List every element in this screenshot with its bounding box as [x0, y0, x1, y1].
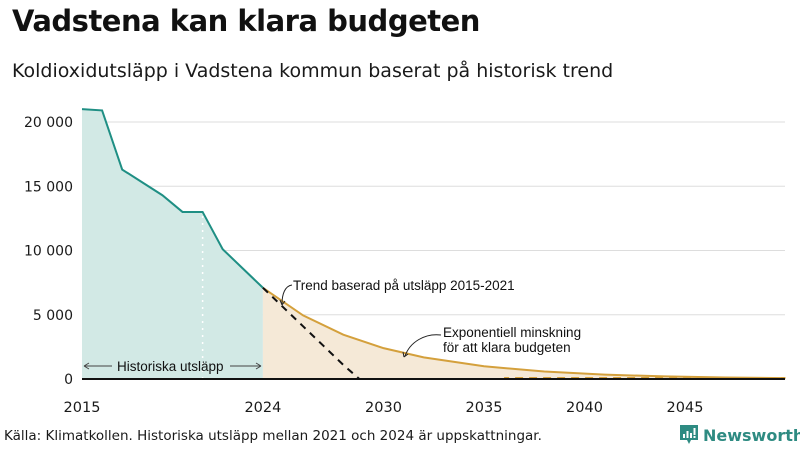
x-tick-label: 2030 [365, 400, 402, 416]
budget-line [262, 286, 786, 380]
exp-label-line2: för att klara budgeten [443, 340, 571, 355]
source-note: Källa: Klimatkollen. Historiska utsläpp … [4, 428, 542, 444]
x-tick-label: 2040 [566, 400, 603, 416]
x-tick-label: 2045 [667, 400, 704, 416]
trend-line [262, 287, 361, 380]
chart-subtitle: Koldioxidutsläpp i Vadstena kommun baser… [12, 60, 614, 82]
y-tick-label: 10 000 [24, 244, 73, 260]
y-tick-label: 5 000 [33, 308, 73, 324]
x-tick-label: 2024 [244, 400, 281, 416]
chart-title: Vadstena kan klara budgeten [12, 4, 480, 38]
y-axis-ticks: 0 5 000 10 000 15 000 20 000 [24, 115, 73, 388]
trend-arrowhead-icon [279, 299, 286, 306]
emissions-chart: 0 5 000 10 000 15 000 20 000 2015 2024 2030 203… [24, 108, 786, 416]
arrow-right-icon [255, 362, 262, 370]
brand-name: Newsworthy [703, 425, 800, 445]
x-tick-label: 2015 [64, 400, 101, 416]
trend-pointer-icon [281, 284, 293, 305]
newsworthy-logo: Newsworthy [680, 425, 800, 445]
y-tick-label: 15 000 [24, 179, 73, 195]
exp-arrowhead-icon [402, 351, 409, 358]
x-tick-label: 2035 [466, 400, 503, 416]
y-tick-label: 20 000 [24, 115, 73, 131]
exp-label-line1: Exponentiell minskning [443, 325, 581, 340]
bar-chart-icon [680, 425, 698, 444]
historical-label: Historiska utsläpp [117, 359, 224, 374]
exp-pointer-icon [404, 334, 442, 357]
historical-area [82, 109, 263, 380]
arrow-left-icon [83, 362, 90, 370]
annotations: Historiska utsläpp Trend baserad på utsl… [83, 278, 581, 374]
trend-label: Trend baserad på utsläpp 2015-2021 [293, 278, 515, 293]
y-tick-label: 0 [64, 372, 73, 388]
x-axis-ticks: 2015 2024 2030 2035 2040 2045 [64, 400, 704, 416]
chart-areas [82, 109, 786, 380]
budget-area [262, 287, 786, 379]
historical-line [81, 108, 264, 289]
